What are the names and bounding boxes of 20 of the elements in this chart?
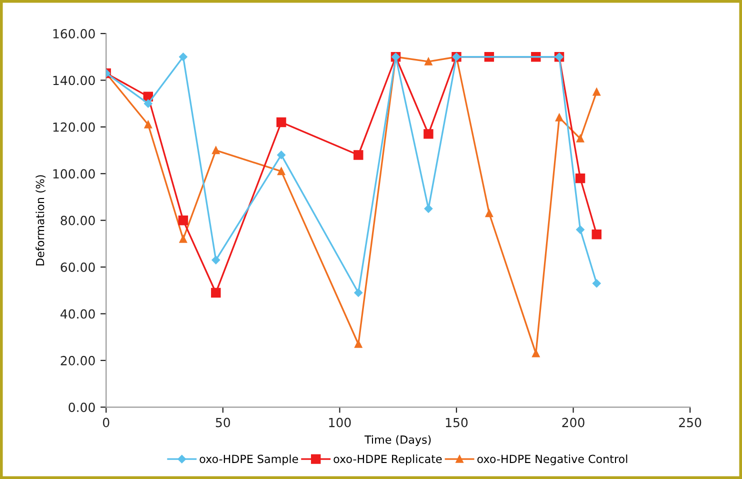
y-tick-label: 80.00 (60, 216, 95, 226)
x-tick-label: 200 (562, 418, 584, 428)
legend-label: oxo-HDPE Replicate (334, 454, 442, 466)
y-tick-label: 120.00 (53, 122, 95, 132)
y-tick-label: 0.00 (68, 402, 95, 412)
x-tick-label: 150 (446, 418, 468, 428)
x-tick-label: 100 (329, 418, 351, 428)
y-tick-label: 100.00 (53, 169, 95, 179)
x-tick-label: 0 (102, 418, 110, 428)
y-axis-title: Deformation (%) (36, 175, 46, 266)
y-tick-label: 60.00 (60, 262, 95, 272)
legend-label: oxo-HDPE Negative Control (477, 454, 628, 466)
x-tick-label: 250 (679, 418, 702, 428)
x-tick-label: 50 (216, 418, 230, 428)
legend-label: oxo-HDPE Sample (200, 454, 298, 466)
y-tick-label: 40.00 (60, 309, 95, 319)
y-tick-label: 140.00 (53, 76, 95, 86)
y-tick-label: 20.00 (60, 356, 95, 366)
x-axis-title: Time (Days) (364, 435, 431, 446)
y-tick-label: 160.00 (53, 29, 95, 38)
